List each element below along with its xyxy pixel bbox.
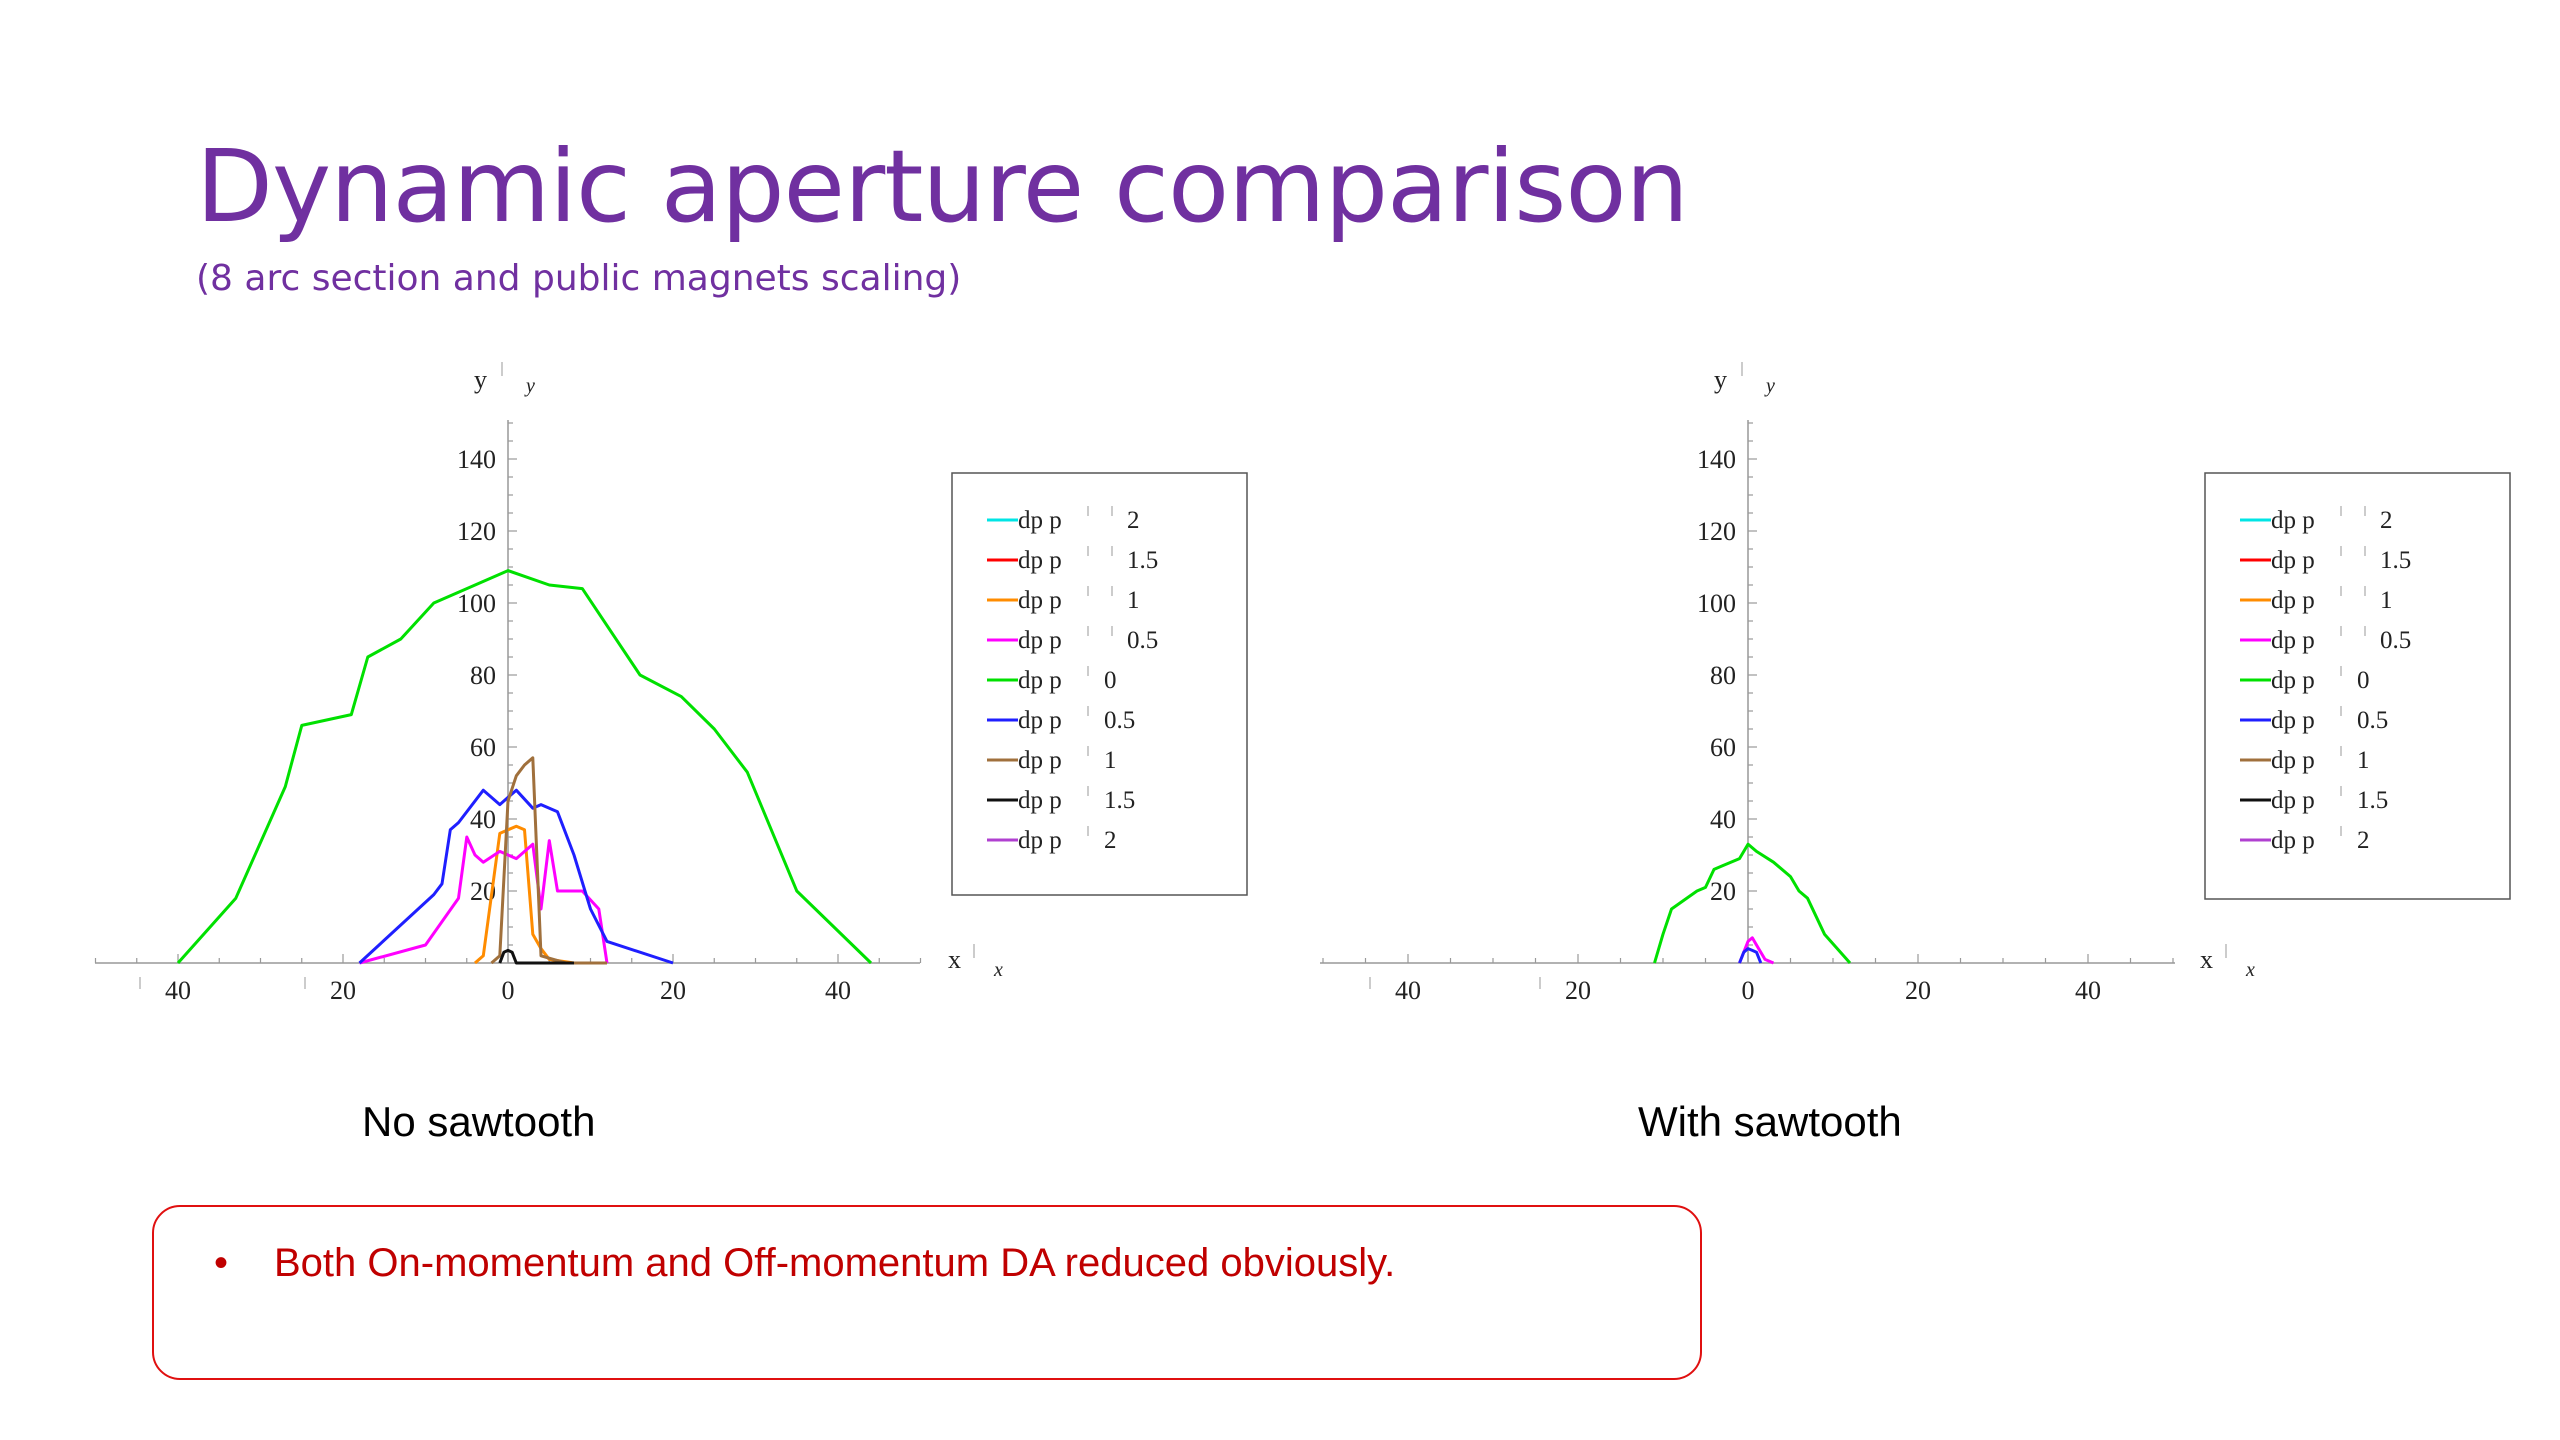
legend-box xyxy=(951,472,1248,896)
x-axis-sublabel: x xyxy=(993,959,1003,981)
legend-label-value: 2 xyxy=(2380,507,2393,534)
legend-label-prefix: dp p xyxy=(1018,547,1062,574)
bullet-marker: • xyxy=(214,1241,229,1285)
legend-label-prefix: dp p xyxy=(2271,747,2315,774)
y-axis-sublabel: y xyxy=(524,375,535,397)
y-tick-label: 60 xyxy=(470,733,496,762)
legend-label-value: 2 xyxy=(1104,827,1117,854)
series-line-4 xyxy=(1653,842,1852,964)
legend-label-value: 1 xyxy=(1104,747,1117,774)
legend-box xyxy=(2204,472,2511,900)
x-axis-label: x xyxy=(948,945,961,974)
series-line-4 xyxy=(176,569,873,965)
caption-no-sawtooth: No sawtooth xyxy=(362,1098,596,1145)
x-tick-label: 20 xyxy=(1565,976,1591,1005)
legend-label-value: 2 xyxy=(1127,507,1140,534)
y-axis-sublabel: y xyxy=(1764,375,1775,397)
legend-label-prefix: dp p xyxy=(2271,627,2315,654)
series-line-5 xyxy=(358,788,674,965)
legend-label-value: 1.5 xyxy=(1104,787,1135,814)
y-axis-label: y xyxy=(474,365,487,394)
slide-title: Dynamic aperture comparison xyxy=(196,128,1689,245)
series-line-7 xyxy=(498,948,574,965)
x-tick-label: 20 xyxy=(660,976,686,1005)
slide-subtitle: (8 arc section and public magnets scalin… xyxy=(196,258,962,299)
legend-label-value: 0 xyxy=(2357,667,2370,694)
legend-label-prefix: dp p xyxy=(2271,707,2315,734)
legend-label-value: 1.5 xyxy=(2357,787,2388,814)
y-tick-label: 80 xyxy=(470,661,496,690)
conclusion-text: Both On-momentum and Off-momentum DA red… xyxy=(274,1241,1396,1285)
legend-label-prefix: dp p xyxy=(2271,547,2315,574)
series-line-5 xyxy=(1738,947,1763,964)
series-line-3 xyxy=(359,835,609,965)
y-tick-label: 120 xyxy=(457,517,496,546)
legend-label-prefix: dp p xyxy=(2271,827,2315,854)
legend-label-prefix: dp p xyxy=(2271,667,2315,694)
legend-label-prefix: dp p xyxy=(2271,587,2315,614)
x-axis-label: x xyxy=(2200,945,2213,974)
legend-label-prefix: dp p xyxy=(1018,827,1062,854)
legend-label-value: 1.5 xyxy=(1127,547,1158,574)
y-tick-label: 60 xyxy=(1710,733,1736,762)
y-tick-label: 100 xyxy=(1697,589,1736,618)
legend-label-value: 1 xyxy=(2357,747,2370,774)
y-axis-label: y xyxy=(1714,365,1727,394)
x-tick-label: 40 xyxy=(1395,976,1421,1005)
x-tick-label: 0 xyxy=(502,976,515,1005)
conclusion-box: • Both On-momentum and Off-momentum DA re… xyxy=(152,1205,1702,1380)
legend-label-value: 0.5 xyxy=(1104,707,1135,734)
legend-label-value: 0.5 xyxy=(2380,627,2411,654)
y-tick-label: 20 xyxy=(1710,877,1736,906)
legend-label-prefix: dp p xyxy=(1018,627,1062,654)
legend-label-value: 1 xyxy=(1127,587,1140,614)
legend-label-prefix: dp p xyxy=(1018,787,1062,814)
x-tick-label: 20 xyxy=(1905,976,1931,1005)
legend-label-prefix: dp p xyxy=(1018,587,1062,614)
legend-label-prefix: dp p xyxy=(1018,747,1062,774)
legend-label-prefix: dp p xyxy=(1018,507,1062,534)
legend-label-prefix: dp p xyxy=(2271,787,2315,814)
legend-label-value: 0.5 xyxy=(2357,707,2388,734)
y-tick-label: 40 xyxy=(470,805,496,834)
x-tick-label: 20 xyxy=(330,976,356,1005)
series-line-3 xyxy=(1738,936,1775,965)
legend-label-prefix: dp p xyxy=(2271,507,2315,534)
conclusion-bullet-item: • Both On-momentum and Off-momentum DA re… xyxy=(214,1241,1395,1286)
y-tick-label: 140 xyxy=(457,445,496,474)
y-tick-label: 80 xyxy=(1710,661,1736,690)
legend-label-value: 2 xyxy=(2357,827,2370,854)
x-tick-label: 0 xyxy=(1742,976,1755,1005)
legend-label-value: 1 xyxy=(2380,587,2393,614)
x-tick-label: 40 xyxy=(165,976,191,1005)
legend-label-value: 0 xyxy=(1104,667,1117,694)
x-tick-label: 40 xyxy=(2075,976,2101,1005)
caption-with-sawtooth: With sawtooth xyxy=(1638,1098,1902,1145)
y-tick-label: 120 xyxy=(1697,517,1736,546)
legend-label-value: 1.5 xyxy=(2380,547,2411,574)
series-line-6 xyxy=(490,756,607,965)
y-tick-label: 40 xyxy=(1710,805,1736,834)
y-tick-label: 100 xyxy=(457,589,496,618)
x-tick-label: 40 xyxy=(825,976,851,1005)
legend-label-prefix: dp p xyxy=(1018,707,1062,734)
legend-label-value: 0.5 xyxy=(1127,627,1158,654)
y-tick-label: 140 xyxy=(1697,445,1736,474)
legend-label-prefix: dp p xyxy=(1018,667,1062,694)
x-axis-sublabel: x xyxy=(2245,959,2255,981)
